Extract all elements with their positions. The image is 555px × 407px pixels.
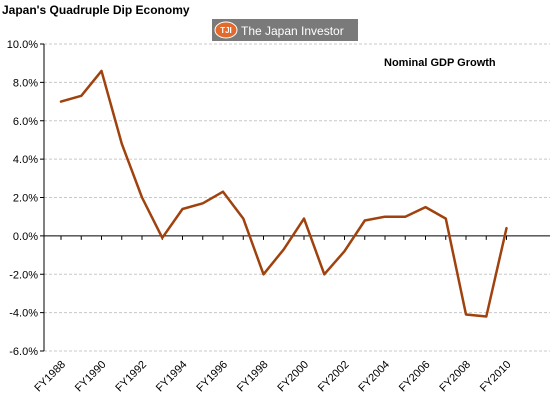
x-tick-label: FY1988 — [32, 359, 68, 395]
gridlines — [44, 43, 550, 352]
y-tick-label: 6.0% — [13, 116, 38, 128]
logo-badge-text: TJI — [220, 26, 232, 35]
x-tick-label: FY1992 — [113, 359, 149, 395]
x-tick-label: FY1994 — [154, 359, 190, 395]
logo-banner: TJI The Japan Investor — [212, 19, 358, 41]
y-tick-label: -6.0% — [9, 346, 38, 358]
x-tick-label: FY2004 — [356, 359, 392, 395]
x-tick-label: FY2010 — [478, 359, 514, 395]
y-tick-label: 10.0% — [7, 39, 38, 51]
y-tick-label: -4.0% — [9, 308, 38, 320]
series-layer — [59, 69, 508, 318]
y-tick-label: 4.0% — [13, 154, 38, 166]
y-axis-ticks: 10.0% 8.0% 6.0% 4.0% 2.0% 0.0% -2.0% -4.0% -6.0% — [7, 39, 44, 358]
x-tick-label: FY2000 — [275, 359, 311, 395]
x-axis-ticks: FY1988 FY1990 FY1992 FY1994 FY1996 FY1998 FY20… — [32, 235, 514, 395]
x-tick-label: FY1996 — [194, 359, 230, 395]
x-tick-label: FY1990 — [73, 359, 109, 395]
x-tick-label: FY2006 — [397, 359, 433, 395]
legend-entry: Nominal GDP Growth — [384, 57, 496, 69]
y-tick-label: 0.0% — [13, 231, 38, 243]
x-tick-label: FY2002 — [316, 359, 352, 395]
y-tick-label: 2.0% — [13, 193, 38, 205]
x-tick-label: FY1998 — [235, 359, 271, 395]
x-tick-label: FY2008 — [437, 359, 473, 395]
y-tick-label: 8.0% — [13, 77, 38, 89]
y-tick-label: -2.0% — [9, 269, 38, 281]
logo-background — [212, 19, 358, 41]
series-line — [59, 69, 508, 318]
logo-text: The Japan Investor — [241, 24, 344, 38]
chart-title: Japan's Quadruple Dip Economy — [2, 3, 190, 17]
logo-badge — [214, 21, 238, 39]
